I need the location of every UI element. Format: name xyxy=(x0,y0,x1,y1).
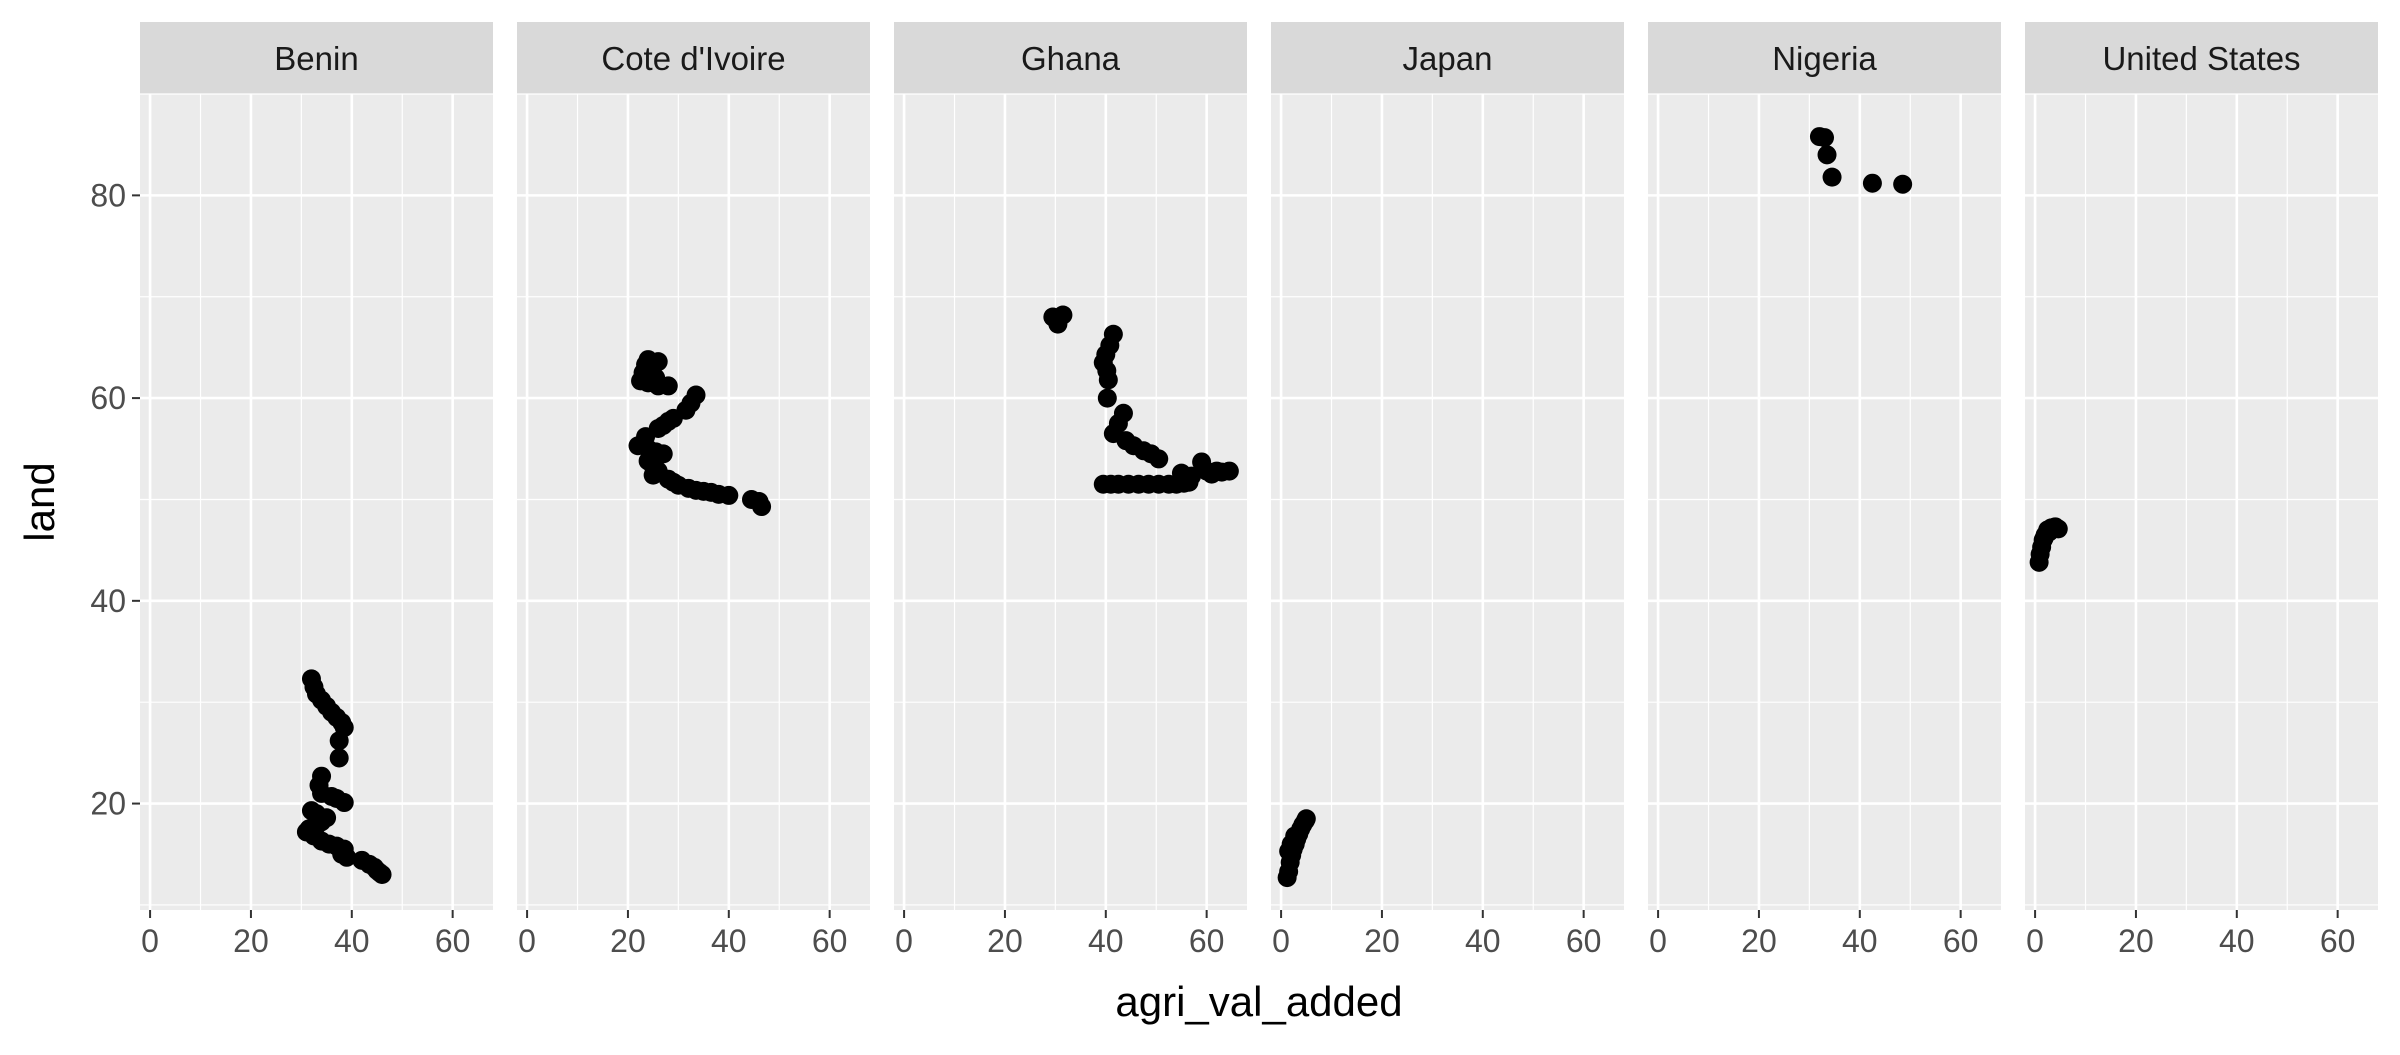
x-tick-label: 60 xyxy=(1943,923,1979,959)
facet-label: United States xyxy=(2102,40,2300,77)
data-point xyxy=(1296,809,1316,829)
panel-background xyxy=(1271,94,1624,910)
x-tick-label: 60 xyxy=(435,923,471,959)
y-tick-label: 60 xyxy=(90,380,126,416)
x-tick-label: 60 xyxy=(1189,923,1225,959)
x-tick-label: 0 xyxy=(518,923,536,959)
x-tick-label: 40 xyxy=(2219,923,2255,959)
x-tick-label: 0 xyxy=(141,923,159,959)
data-point xyxy=(1822,167,1842,187)
facet-strip xyxy=(517,22,870,94)
panel-background xyxy=(2025,94,2378,910)
x-tick-label: 60 xyxy=(2320,923,2356,959)
x-tick-label: 20 xyxy=(1364,923,1400,959)
data-point xyxy=(1893,174,1913,194)
data-point xyxy=(1815,128,1834,148)
x-tick-label: 60 xyxy=(1566,923,1602,959)
data-point xyxy=(719,485,739,505)
facet-strip xyxy=(140,22,493,94)
data-point xyxy=(1149,449,1169,469)
data-point xyxy=(1862,173,1882,193)
data-point xyxy=(329,748,349,768)
data-point xyxy=(1045,309,1065,329)
data-point xyxy=(1097,388,1117,408)
x-tick-label: 40 xyxy=(1842,923,1878,959)
data-point xyxy=(643,465,663,485)
x-tick-label: 40 xyxy=(711,923,747,959)
facet-label: Benin xyxy=(274,40,358,77)
data-point xyxy=(329,731,349,751)
x-axis-title: agri_val_added xyxy=(1115,978,1402,1025)
y-tick-label: 40 xyxy=(90,583,126,619)
data-point xyxy=(1219,461,1239,481)
facet-strip xyxy=(1648,22,2001,94)
data-point xyxy=(2034,528,2054,548)
facet-strip xyxy=(894,22,1247,94)
x-tick-label: 20 xyxy=(233,923,269,959)
facet-strip xyxy=(1271,22,1624,94)
data-point xyxy=(658,376,678,396)
x-tick-label: 0 xyxy=(2026,923,2044,959)
x-tick-label: 40 xyxy=(334,923,370,959)
facet-label: Japan xyxy=(1403,40,1493,77)
y-tick-label: 20 xyxy=(90,786,126,822)
panel-background xyxy=(894,94,1247,910)
data-point xyxy=(752,497,772,517)
panel-background xyxy=(517,94,870,910)
x-tick-label: 60 xyxy=(812,923,848,959)
y-tick-label: 80 xyxy=(90,177,126,213)
data-point xyxy=(1285,826,1305,846)
x-tick-label: 20 xyxy=(610,923,646,959)
data-point xyxy=(372,865,392,885)
facet-label: Nigeria xyxy=(1772,40,1877,77)
data-point xyxy=(337,847,357,867)
x-tick-label: 40 xyxy=(1465,923,1501,959)
y-axis-title: land xyxy=(16,462,63,541)
panel-background xyxy=(1648,94,2001,910)
x-tick-label: 20 xyxy=(2118,923,2154,959)
data-point xyxy=(1817,145,1837,165)
x-tick-label: 40 xyxy=(1088,923,1124,959)
data-point xyxy=(334,793,354,813)
x-tick-label: 0 xyxy=(1272,923,1290,959)
x-tick-label: 20 xyxy=(1741,923,1777,959)
facet-label: Ghana xyxy=(1021,40,1121,77)
facet-label: Cote d'Ivoire xyxy=(601,40,785,77)
data-point xyxy=(1179,472,1199,492)
x-tick-label: 0 xyxy=(1649,923,1667,959)
data-point xyxy=(1098,370,1118,390)
x-tick-label: 20 xyxy=(987,923,1023,959)
x-tick-label: 0 xyxy=(895,923,913,959)
facet-strip xyxy=(2025,22,2378,94)
